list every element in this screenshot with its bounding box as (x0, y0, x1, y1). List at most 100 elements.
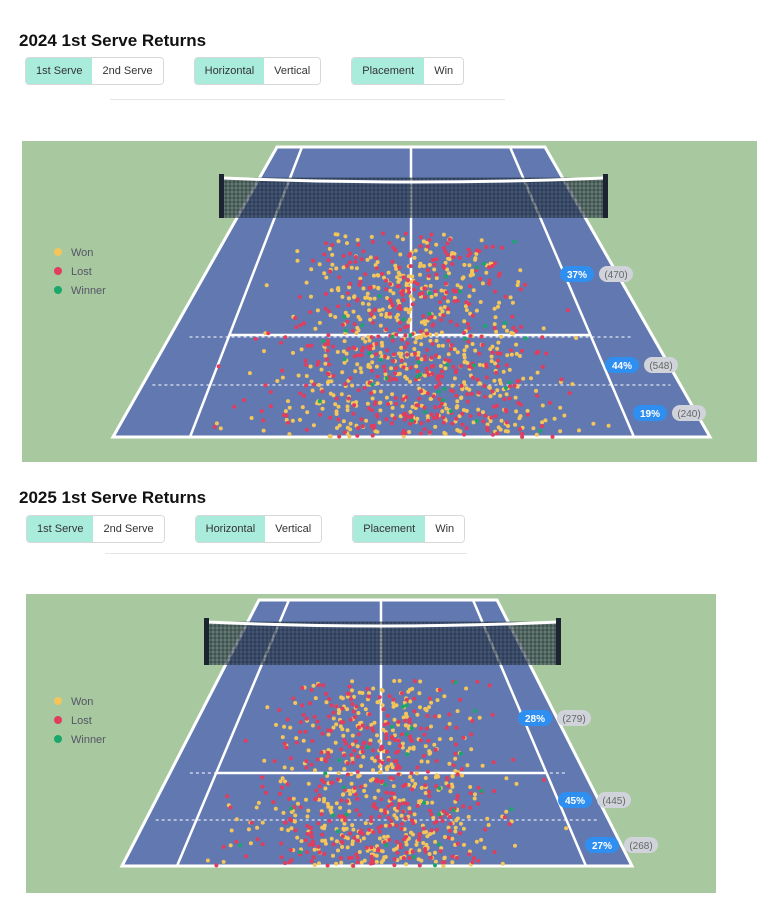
shot-dot-lost (504, 420, 509, 425)
shot-dot-lost (351, 863, 356, 868)
shot-dot-won (280, 776, 285, 781)
shot-dot-lost (339, 856, 343, 860)
vertical-button[interactable]: Vertical (265, 516, 322, 542)
shot-dot-lost (419, 329, 423, 334)
shot-dot-lost (468, 791, 473, 796)
win-button[interactable]: Win (424, 58, 464, 84)
shot-dot-lost (412, 287, 417, 292)
shot-dot-won (304, 280, 309, 285)
shot-dot-lost (255, 837, 260, 842)
shot-dot-won (445, 299, 450, 304)
shot-dot-lost (476, 801, 481, 806)
net-post-right (603, 174, 608, 218)
shot-dot-winner (418, 372, 423, 377)
shot-dot-lost (284, 413, 289, 418)
shot-dot-won (448, 789, 453, 794)
shot-dot-won (415, 712, 420, 717)
shot-dot-won (309, 294, 313, 299)
net-tape (221, 176, 606, 184)
shot-dot-lost (454, 742, 459, 747)
zone-count-badge (644, 357, 678, 373)
shot-dot-won (477, 362, 482, 367)
shot-dot-won (418, 272, 422, 277)
shot-dot-won (428, 397, 433, 401)
shot-dot-won (401, 434, 406, 439)
shot-dot-won (366, 334, 371, 339)
shot-dot-won (447, 257, 452, 262)
shot-dot-lost (348, 251, 353, 256)
shot-dot-won (497, 300, 502, 305)
shot-dot-lost (440, 819, 445, 823)
shot-dot-lost (418, 726, 423, 731)
placement-button[interactable]: Placement (352, 58, 425, 84)
shot-dot-won (368, 296, 373, 301)
shot-dot-lost (388, 791, 393, 796)
shot-dot-won (347, 285, 352, 290)
shot-dot-won (429, 700, 434, 705)
shot-dot-lost (448, 319, 453, 324)
shot-dot-won (328, 313, 333, 318)
first-serve-button[interactable]: 1st Serve (26, 58, 93, 84)
horizontal-button[interactable]: Horizontal (195, 516, 266, 542)
shot-dot-won (453, 829, 458, 834)
shot-dot-won (306, 808, 311, 813)
shot-dot-won (365, 401, 370, 406)
shot-dot-lost (518, 287, 523, 292)
shot-dot-lost (324, 357, 329, 362)
shot-dot-lost (214, 863, 219, 868)
first-serve-button[interactable]: 1st Serve (27, 516, 94, 542)
shot-dot-lost (448, 821, 453, 826)
placement-button[interactable]: Placement (353, 516, 426, 542)
shot-dot-won (350, 823, 355, 828)
shot-dot-lost (418, 244, 423, 249)
shot-dot-lost (559, 377, 564, 382)
second-serve-button[interactable]: 2nd Serve (93, 516, 164, 542)
shot-dot-lost (321, 683, 326, 688)
shot-dot-won (413, 248, 418, 253)
shot-dot-lost (374, 256, 379, 260)
shot-dot-lost (464, 426, 469, 431)
shot-dot-won (455, 350, 460, 355)
win-button[interactable]: Win (425, 516, 465, 542)
shot-dot-won (361, 286, 366, 291)
shot-dot-lost (446, 338, 451, 343)
horizontal-button[interactable]: Horizontal (194, 58, 265, 84)
shot-dot-won (481, 410, 485, 415)
shot-dot-won (471, 288, 476, 293)
shot-dot-won (350, 742, 355, 747)
shot-dot-lost (221, 845, 226, 849)
toolbar-2025: 1st Serve 2nd Serve Horizontal Vertical Pl… (26, 515, 466, 543)
shot-dot-lost (443, 249, 448, 254)
vertical-button[interactable]: Vertical (264, 58, 321, 84)
shot-dot-lost (491, 404, 496, 409)
shot-dot-lost (415, 765, 420, 770)
shot-dot-won (423, 706, 428, 711)
zone-count-badge (672, 405, 706, 421)
shot-dot-winner (367, 351, 372, 356)
shot-dot-lost (550, 434, 555, 439)
shot-dot-won (411, 832, 415, 837)
section-title-2025: 2025 1st Serve Returns (19, 488, 207, 507)
shot-dot-lost (414, 403, 419, 408)
shot-dot-lost (402, 345, 407, 350)
shot-dot-lost (427, 237, 432, 242)
shot-dot-lost (294, 325, 299, 330)
shot-dot-lost (342, 753, 347, 758)
shot-dot-lost (424, 366, 429, 371)
shot-dot-lost (441, 415, 446, 420)
shot-dot-lost (353, 739, 358, 744)
shot-dot-winner (365, 745, 370, 750)
shot-dot-lost (423, 286, 428, 291)
shot-dot-won (393, 263, 398, 268)
shot-dot-lost (419, 235, 423, 240)
shot-dot-won (419, 342, 424, 347)
court-chart-2025: Won Lost Winner 28% (279) 45% (445) 27% (268) (26, 594, 716, 893)
shot-dot-won (355, 362, 360, 367)
shot-dot-lost (468, 251, 473, 256)
shot-dot-lost (298, 323, 303, 328)
shot-dot-won (262, 349, 266, 354)
shot-dot-won (472, 796, 477, 801)
shot-dot-won (515, 283, 520, 288)
second-serve-button[interactable]: 2nd Serve (92, 58, 163, 84)
shot-dot-lost (404, 395, 409, 400)
